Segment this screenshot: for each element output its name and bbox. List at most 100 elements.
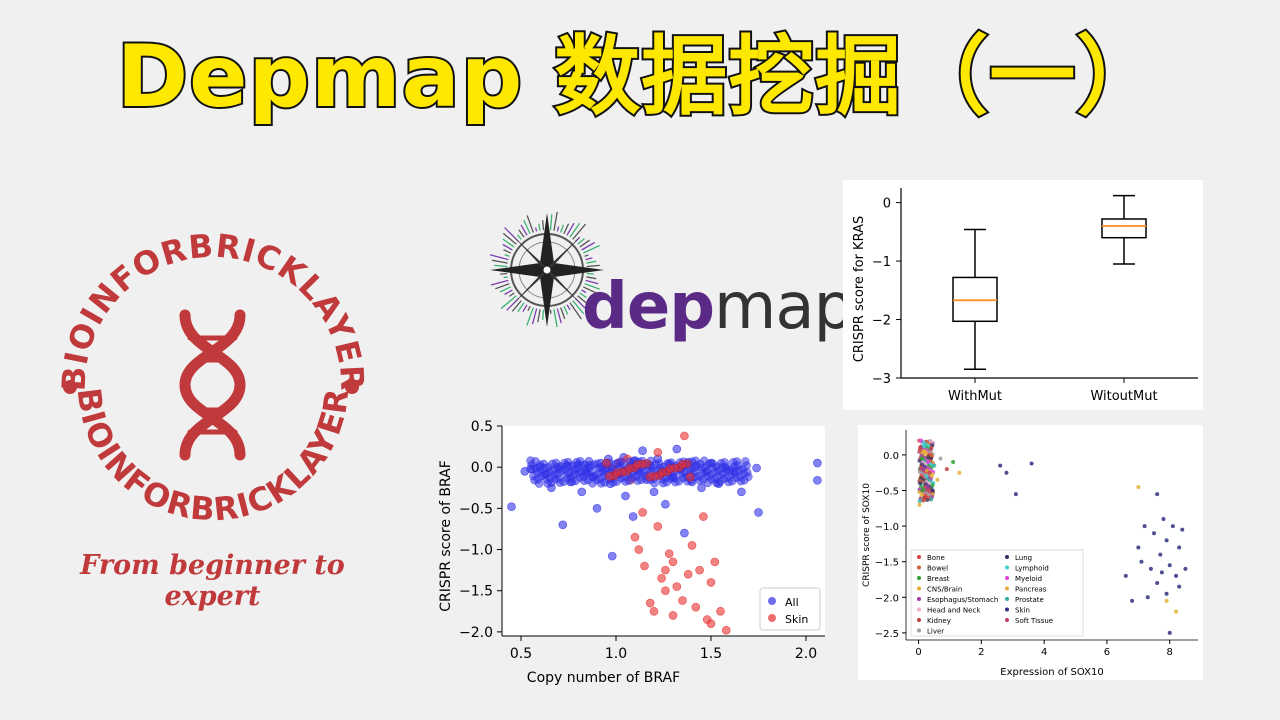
data-point-all bbox=[577, 487, 587, 497]
data-point bbox=[1145, 595, 1150, 600]
y-tick-label: 0.5 bbox=[471, 419, 493, 435]
y-tick-label: −0.5 bbox=[875, 487, 899, 498]
data-point-skin bbox=[661, 586, 670, 596]
data-point-skin bbox=[625, 464, 634, 473]
data-point bbox=[917, 469, 922, 474]
data-point bbox=[1159, 570, 1164, 575]
data-point-all bbox=[551, 474, 560, 484]
legend-label: Myeloid bbox=[1015, 575, 1042, 583]
legend-label: Bowel bbox=[927, 565, 948, 573]
compass-tick bbox=[572, 223, 587, 240]
compass-tick bbox=[584, 283, 600, 290]
data-point bbox=[1170, 524, 1175, 529]
legend-label: Liver bbox=[927, 628, 944, 636]
data-point-all bbox=[572, 457, 581, 467]
data-point-all bbox=[560, 458, 569, 468]
data-point-skin bbox=[691, 602, 701, 612]
data-point-skin bbox=[640, 561, 649, 571]
x-tick-label: WitoutMut bbox=[1090, 389, 1157, 404]
legend-label: CNS/Brain bbox=[927, 586, 962, 594]
compass-tick bbox=[566, 222, 575, 236]
data-point-all bbox=[680, 528, 689, 538]
data-point-all bbox=[661, 499, 670, 509]
depmap-wordmark: depmap bbox=[582, 270, 854, 344]
data-point-skin bbox=[706, 619, 716, 628]
data-point-all bbox=[700, 456, 709, 465]
data-point-all bbox=[530, 475, 539, 485]
badge-dot-right bbox=[345, 380, 359, 394]
compass-tick bbox=[504, 253, 510, 257]
data-point-skin bbox=[612, 468, 622, 478]
compass-tick bbox=[526, 307, 534, 326]
data-point bbox=[925, 460, 930, 465]
kras-boxplot: 0 −1 −2 −3 WithMut WitoutMut CRISPR score for … bbox=[843, 180, 1203, 410]
compass-tick bbox=[491, 259, 508, 264]
compass-tick bbox=[495, 283, 510, 290]
compass-tick bbox=[502, 232, 517, 245]
data-point bbox=[918, 445, 923, 450]
x-tick-label: 6 bbox=[1104, 647, 1110, 658]
legend-label: Soft Tissue bbox=[1015, 617, 1053, 625]
data-point bbox=[1013, 492, 1018, 497]
data-point-skin bbox=[657, 468, 667, 477]
data-point-all bbox=[621, 491, 630, 501]
y-axis-label: CRISPR score of SOX10 bbox=[862, 483, 872, 587]
data-point bbox=[1142, 524, 1147, 529]
x-tick-label: 0 bbox=[915, 647, 921, 658]
compass-tick bbox=[494, 264, 508, 268]
y-tick-label: −1.0 bbox=[875, 522, 899, 533]
compass-tick bbox=[508, 292, 515, 297]
data-point bbox=[922, 444, 927, 449]
data-point bbox=[924, 474, 929, 479]
compass-tick bbox=[489, 254, 509, 261]
compass-tick bbox=[500, 295, 517, 310]
data-point bbox=[951, 460, 956, 465]
data-point-all bbox=[666, 474, 675, 484]
compass-tick bbox=[556, 226, 560, 232]
data-point bbox=[1164, 538, 1169, 543]
data-point-skin bbox=[699, 512, 708, 521]
compass-tick bbox=[556, 308, 562, 324]
legend-marker bbox=[917, 607, 921, 612]
data-point-skin bbox=[661, 565, 670, 575]
compass-tick bbox=[502, 238, 515, 248]
y-tick-label: −0.5 bbox=[459, 501, 493, 517]
compass-tick bbox=[503, 249, 512, 254]
data-point-all bbox=[607, 551, 617, 561]
data-point bbox=[918, 481, 923, 486]
data-point bbox=[1174, 573, 1179, 578]
legend-marker bbox=[1005, 618, 1009, 622]
y-tick-label: −1.5 bbox=[875, 558, 899, 569]
data-point bbox=[957, 470, 962, 475]
data-point bbox=[938, 456, 943, 461]
compass-tick bbox=[534, 227, 538, 232]
data-point bbox=[930, 483, 935, 488]
compass-tick bbox=[511, 300, 522, 312]
data-point bbox=[1004, 470, 1009, 475]
data-point-skin bbox=[633, 460, 642, 469]
compass-tick bbox=[563, 305, 569, 315]
legend-marker bbox=[917, 618, 921, 622]
data-point bbox=[929, 497, 934, 502]
x-tick-label: WithMut bbox=[948, 389, 1002, 404]
box-iqr bbox=[1101, 218, 1147, 239]
braf-scatter-plot: 0.5 1.0 1.5 2.0 0.5 0.0 −0.5 −1.0 −1.5 −2.0 All Ski… bbox=[438, 419, 825, 686]
data-point-skin bbox=[653, 522, 663, 531]
data-point-skin bbox=[683, 569, 693, 579]
compass-tick bbox=[586, 264, 600, 268]
compass-tick bbox=[500, 272, 508, 275]
compass-tick bbox=[569, 222, 581, 238]
compass-tick bbox=[516, 234, 522, 240]
data-point bbox=[926, 455, 931, 460]
compass-tick bbox=[581, 241, 595, 251]
compass-tick bbox=[579, 292, 587, 299]
data-point bbox=[1177, 545, 1182, 550]
compass-tick bbox=[579, 239, 590, 248]
data-point bbox=[921, 467, 926, 472]
legend-marker bbox=[1005, 576, 1009, 580]
y-tick-label: −2.0 bbox=[875, 593, 899, 604]
data-point-all bbox=[592, 504, 602, 513]
data-point bbox=[919, 456, 924, 461]
legend-label-all: All bbox=[785, 596, 799, 609]
data-point-skin bbox=[710, 557, 720, 567]
